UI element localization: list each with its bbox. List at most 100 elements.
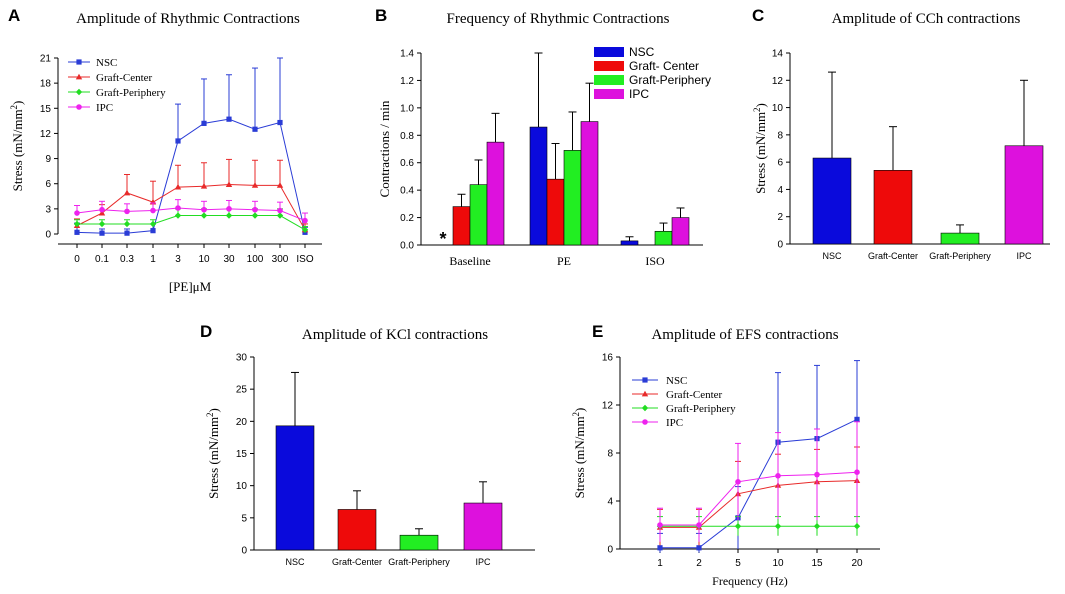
data-point (200, 182, 208, 189)
chart-title: Amplitude of Rhythmic Contractions (76, 11, 300, 27)
y-tick-label: 6 (45, 179, 51, 190)
y-tick-label: 1.0 (400, 103, 414, 114)
legend-swatch (594, 61, 624, 71)
bar (469, 184, 488, 246)
panel-e: E Amplitude of EFS contractions0481216Str… (571, 322, 880, 588)
x-tick-label: 100 (247, 254, 264, 265)
legend-marker (642, 419, 648, 425)
y-tick-label: 4 (777, 185, 783, 196)
chart-title: Amplitude of KCl contractions (302, 327, 488, 343)
x-tick-label: Graft-Periphery (929, 251, 991, 261)
panel-c: C Amplitude of CCh contractions 0 2 4 6 8 10 12 1… (752, 6, 1050, 261)
y-tick-label: 1.2 (400, 76, 414, 87)
y-tick-label: 1.4 (400, 49, 414, 60)
data-point (150, 207, 156, 214)
y-tick-label: 12 (772, 76, 784, 87)
chart-title: Amplitude of CCh contractions (832, 11, 1021, 27)
data-point (174, 183, 182, 190)
legend-marker (641, 390, 649, 397)
data-point (854, 469, 860, 476)
legend-marker (641, 404, 649, 412)
legend-label: Graft-Center (96, 72, 153, 84)
series-nsc (529, 52, 639, 246)
bar (337, 509, 377, 551)
data-point (98, 209, 106, 216)
data-point (252, 206, 258, 213)
series-line (660, 418, 858, 549)
x-tick-label: ISO (645, 254, 665, 268)
y-tick-label: 0 (607, 545, 613, 556)
series-graft-periphery (469, 111, 673, 246)
y-tick-label: 3 (45, 204, 51, 215)
data-point (775, 473, 781, 479)
y-tick-label: 8 (777, 130, 783, 141)
x-tick-label: 0.3 (120, 254, 134, 265)
y-tick-label: 4 (607, 497, 613, 508)
legend: NSC Graft-Center Graft-Periphery IPC (68, 57, 166, 114)
y-axis-label: Stress (mN/mm2) (571, 408, 587, 499)
y-tick-label: 0 (777, 240, 783, 251)
y-tick-label: 2 (777, 212, 783, 223)
y-tick-label: 9 (45, 154, 51, 165)
bar (563, 150, 582, 246)
legend-marker (642, 377, 648, 383)
panel-b: B Frequency of Rhythmic Contractions 0.0 0.… (375, 6, 711, 268)
data-point (301, 226, 309, 234)
data-point (123, 220, 131, 228)
data-point (99, 206, 105, 213)
data-point (302, 217, 308, 224)
data-point (735, 479, 741, 485)
data-point (276, 212, 284, 219)
x-tick-label: Graft-Center (332, 557, 382, 567)
panel-label: E (592, 322, 603, 341)
y-tick-label: 15 (40, 104, 52, 115)
data-point (226, 206, 232, 212)
data-point (124, 230, 130, 236)
legend-label: Graft-Periphery (629, 73, 711, 87)
panel-label: A (8, 6, 20, 25)
x-tick-label: 2 (696, 558, 702, 569)
bar (1004, 145, 1044, 245)
legend: NSC Graft-Center Graft-Periphery IPC (632, 375, 736, 429)
x-tick-label: 10 (198, 254, 210, 265)
bar (812, 157, 852, 245)
x-tick-label: 20 (851, 558, 863, 569)
x-tick-label: 15 (811, 558, 823, 569)
y-tick-label: 21 (40, 54, 52, 65)
x-tick-label: 10 (772, 558, 784, 569)
data-point (150, 228, 156, 234)
bar (399, 534, 439, 551)
data-point (200, 212, 208, 219)
y-tick-label: 25 (236, 385, 248, 396)
legend-label: IPC (666, 417, 683, 429)
data-point (277, 119, 283, 126)
y-tick-label: 5 (241, 513, 247, 524)
data-point (175, 138, 181, 144)
legend-swatch (594, 89, 624, 99)
y-tick-label: 0.6 (400, 158, 414, 169)
data-point (225, 181, 233, 187)
legend-label: NSC (666, 375, 687, 387)
data-point (252, 126, 258, 132)
panel-label: D (200, 322, 212, 341)
data-point (225, 212, 233, 219)
data-point (226, 116, 232, 122)
series-graft-periphery (73, 208, 309, 234)
x-tick-label: 1 (657, 558, 663, 569)
y-tick-label: 12 (40, 129, 52, 140)
y-axis-label: Stress (mN/mm2) (752, 103, 768, 194)
legend-marker (75, 88, 83, 96)
y-tick-label: 0.8 (400, 131, 414, 142)
data-point (734, 523, 742, 530)
series-graft-center (656, 446, 861, 546)
data-point (854, 416, 860, 422)
data-point (814, 471, 820, 478)
data-point (201, 120, 207, 126)
legend-label: IPC (96, 102, 113, 114)
series-ipc (74, 199, 308, 224)
bar (275, 425, 315, 551)
data-point (74, 229, 80, 235)
x-tick-label: Graft-Center (868, 251, 918, 261)
data-point (853, 523, 861, 530)
